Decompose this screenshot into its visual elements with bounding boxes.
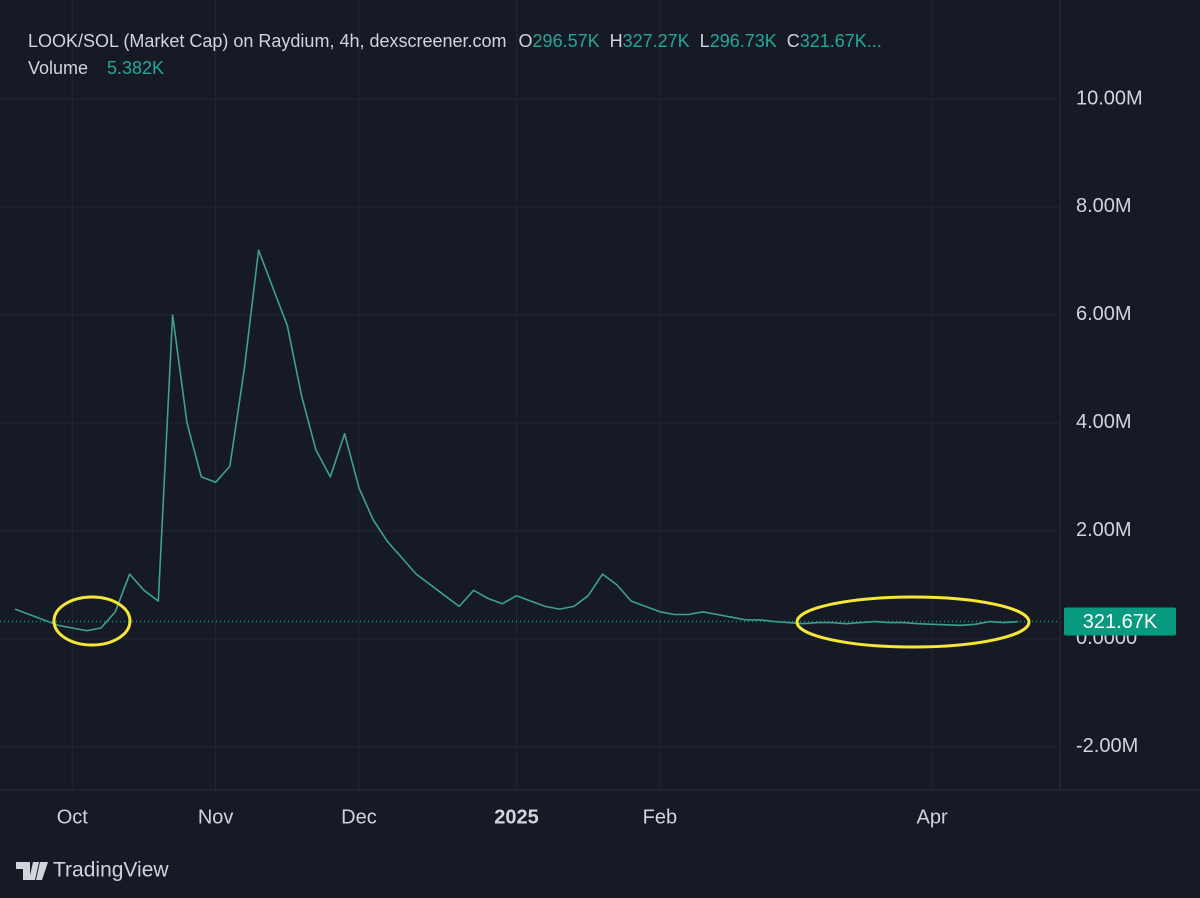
y-tick-label: 2.00M (1076, 519, 1132, 541)
price-line (14, 249, 1019, 632)
x-tick-label: Feb (643, 806, 677, 828)
y-tick-label: -2.00M (1076, 735, 1138, 757)
volume-label: Volume (28, 58, 88, 78)
chart-title: LOOK/SOL (Market Cap) on Raydium, 4h, de… (28, 31, 507, 51)
footer-logo: TradingView (16, 859, 169, 882)
ohlc-key: O (519, 31, 533, 51)
ohlc-value: 327.27K (623, 31, 690, 51)
x-tick-label: Oct (57, 806, 89, 828)
y-tick-label: 4.00M (1076, 411, 1132, 433)
ohlc-value: 296.57K (533, 31, 600, 51)
ohlc-key: H (610, 31, 623, 51)
x-tick-label: Apr (917, 806, 948, 828)
last-price-box (1064, 607, 1176, 636)
x-tick-label: Nov (198, 806, 234, 828)
highlight-ellipse (52, 595, 132, 647)
highlight-ellipse (795, 595, 1031, 649)
ohlc-key: C (787, 31, 800, 51)
y-tick-label: 8.00M (1076, 195, 1132, 217)
grid (0, 0, 1060, 790)
plot (0, 249, 1060, 632)
y-tick-label: 10.00M (1076, 87, 1143, 109)
volume-value: 5.382K (107, 58, 164, 78)
legend-header: LOOK/SOL (Market Cap) on Raydium, 4h, de… (28, 31, 882, 78)
ohlc-value: 321.67K... (800, 31, 882, 51)
x-tick-label: Dec (341, 806, 377, 828)
logo (16, 862, 48, 880)
y-tick-label: 6.00M (1076, 303, 1132, 325)
footer-text: TradingView (53, 859, 169, 882)
x-tick-label: 2025 (494, 806, 539, 828)
last-price-label: 321.67K (1083, 611, 1158, 633)
ohlc-value: 296.73K (710, 31, 777, 51)
axes: -2.00M0.00002.00M4.00M6.00M8.00M10.00MOc… (57, 87, 1176, 828)
ohlc-key: L (700, 31, 710, 51)
